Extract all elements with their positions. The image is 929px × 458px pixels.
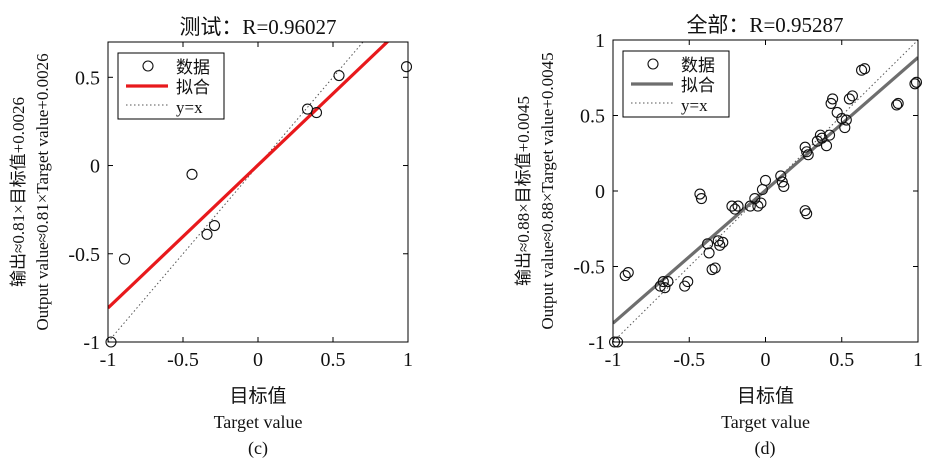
data-point <box>778 180 790 193</box>
data-point <box>843 93 855 105</box>
data-point <box>759 174 772 186</box>
data-point <box>910 76 923 88</box>
data-point <box>694 188 706 200</box>
data-point <box>752 200 764 212</box>
data-point <box>755 197 767 209</box>
legend-data-marker <box>647 58 659 70</box>
x-tick-label: 0.5 <box>829 349 854 371</box>
data-point <box>840 114 852 126</box>
legend-data-marker <box>142 60 154 72</box>
data-point <box>619 270 631 282</box>
x-tick-label: -0.5 <box>673 349 705 371</box>
x-tick-label: 0.5 <box>321 349 346 371</box>
y-tick-label: 0 <box>595 181 605 203</box>
data-point <box>802 149 814 161</box>
data-point <box>799 141 811 153</box>
data-point <box>695 193 708 205</box>
y-axis-label-cn: 输出≈0.88×目标值+0.0045 <box>514 96 533 286</box>
data-points <box>608 63 923 348</box>
y-tick-label: 0.5 <box>580 106 605 128</box>
x-tick-label: 1 <box>403 349 413 371</box>
x-tick-label: 1 <box>913 349 923 371</box>
data-point <box>801 208 813 220</box>
data-point <box>659 282 671 294</box>
legend-entry-label: 拟合 <box>176 78 210 97</box>
data-point <box>701 238 714 250</box>
data-point <box>859 63 871 75</box>
data-point <box>891 99 903 111</box>
data-point <box>400 61 413 73</box>
fit-line <box>108 42 390 310</box>
y-axis-label-en: Output value≈0.88×Target value+0.0045 <box>538 52 557 329</box>
data-point <box>662 276 674 288</box>
x-axis-label-en: Target value <box>721 412 810 432</box>
y-tick-label: -1 <box>588 332 605 354</box>
data-point <box>823 129 836 141</box>
data-point <box>714 239 726 251</box>
x-axis-label-cn: 目标值 <box>737 385 794 407</box>
data-point <box>703 247 715 259</box>
data-point <box>909 78 921 90</box>
data-point <box>732 200 744 212</box>
y-tick-label: 1 <box>595 30 605 52</box>
data-point <box>729 203 741 215</box>
data-point <box>709 262 721 274</box>
legend-entry-label: y=x <box>176 98 203 117</box>
y-tick-label: -0.5 <box>68 244 100 266</box>
data-point <box>846 90 858 102</box>
reference-line-y-equals-x <box>108 42 364 342</box>
data-point <box>775 170 787 182</box>
x-tick-label: -0.5 <box>167 349 199 371</box>
data-point <box>208 219 221 232</box>
data-point <box>657 276 669 288</box>
legend-entry-label: 数据 <box>176 58 210 77</box>
data-point <box>820 140 833 152</box>
data-point <box>310 107 323 119</box>
y-tick-label: 0 <box>90 156 100 178</box>
data-point <box>186 168 198 180</box>
data-point <box>682 276 694 288</box>
x-tick-label: 0 <box>253 349 263 371</box>
legend-entry-label: 拟合 <box>681 76 715 95</box>
legend-entry-label: y=x <box>681 96 708 115</box>
chart-panel-d: -1 -0.5 0 0.5 1 -1 -0.5 0 0.5 1 全部：R=0.95287 目标值 Tar… <box>514 13 923 458</box>
chart-title: 测试：R=0.96027 <box>179 15 336 39</box>
chart-title: 全部：R=0.95287 <box>686 13 843 37</box>
data-point <box>825 97 837 109</box>
data-point <box>201 228 213 240</box>
data-point <box>622 266 634 279</box>
data-point <box>333 69 345 82</box>
y-tick-label: -1 <box>83 332 100 354</box>
y-tick-label: -0.5 <box>573 257 605 279</box>
x-tick-label: -1 <box>100 349 117 371</box>
x-tick-label: 0 <box>761 349 771 371</box>
data-point <box>827 93 839 105</box>
x-axis-label-en: Target value <box>214 412 303 432</box>
chart-panel-c: -1 -0.5 0 0.5 1 -1 -0.5 0 0.5 测试：R=0.96027 目标值 Targ… <box>9 15 413 458</box>
data-point <box>776 176 788 188</box>
legend-entry-label: 数据 <box>681 56 715 75</box>
x-axis-label-cn: 目标值 <box>229 385 286 407</box>
data-point <box>118 253 131 265</box>
data-point <box>726 200 738 212</box>
data-point <box>839 122 851 134</box>
panel-caption: (d) <box>755 438 776 458</box>
panel-caption: (c) <box>248 438 268 458</box>
y-axis-label-en: Output value≈0.81×Target value+0.0026 <box>33 53 52 330</box>
data-point <box>892 97 904 109</box>
data-point <box>717 236 729 248</box>
data-point <box>712 235 724 247</box>
x-tick-label: -1 <box>605 349 622 371</box>
y-tick-label: 0.5 <box>75 67 100 89</box>
y-axis-label-cn: 输出≈0.81×目标值+0.0026 <box>9 97 28 287</box>
